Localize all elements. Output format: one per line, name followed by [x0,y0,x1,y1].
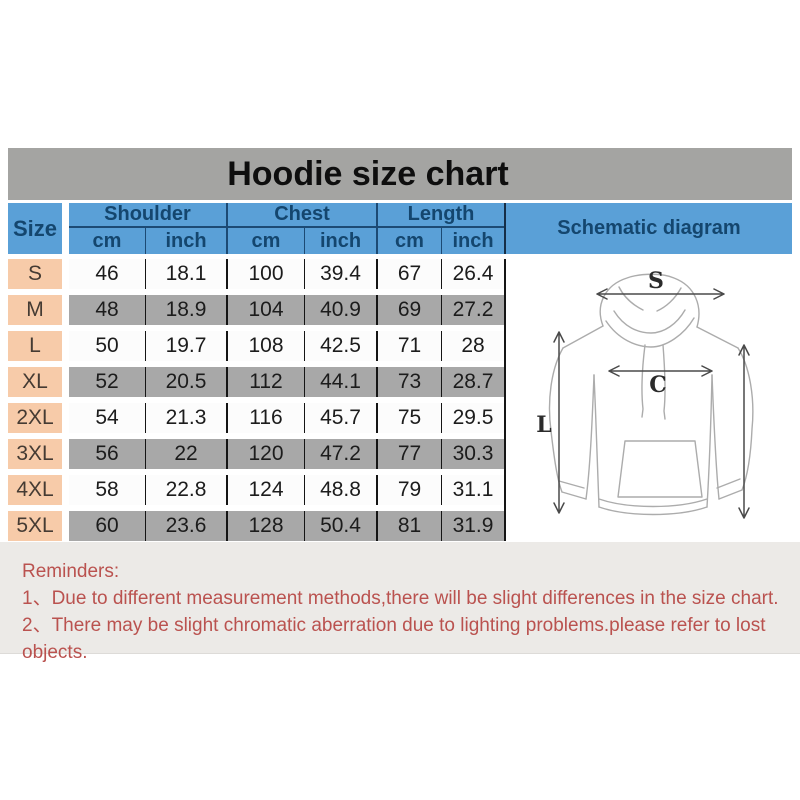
value-cell: 28.7 [441,367,504,397]
reminder-item: 2、There may be slight chromatic aberrati… [22,615,766,663]
header-shoulder-cm: cm [69,228,145,254]
value-cell: 104 [226,295,304,325]
value-cell: 31.9 [441,511,504,541]
value-cell: 120 [226,439,304,469]
value-cell: 112 [226,367,304,397]
value-cell: 67 [376,259,441,289]
table-row-l: L 50 19.7 108 42.5 71 28 [8,331,792,361]
size-label: 5XL [8,511,62,541]
table-body: S 46 18.1 100 39.4 67 26.4 M 48 18.9 104… [8,259,792,541]
value-cell: 50.4 [304,511,376,541]
header-size: Size [8,203,62,254]
value-cell: 48.8 [304,475,376,505]
header-shoulder: Shoulder [69,203,226,228]
value-cell: 124 [226,475,304,505]
value-cell: 31.1 [441,475,504,505]
value-cell: 20.5 [145,367,226,397]
header-shoulder-inch: inch [145,228,226,254]
value-cell: 69 [376,295,441,325]
value-cell: 56 [69,439,145,469]
value-cell: 79 [376,475,441,505]
header-chest: Chest [226,203,376,228]
value-cell: 30.3 [441,439,504,469]
value-cell: 58 [69,475,145,505]
value-cell: 23.6 [145,511,226,541]
title-bar: Hoodie size chart [8,148,792,200]
value-cell: 39.4 [304,259,376,289]
header-chest-inch: inch [304,228,376,254]
value-cell: 27.2 [441,295,504,325]
value-cell: 77 [376,439,441,469]
size-label: XL [8,367,62,397]
value-cell: 116 [226,403,304,433]
value-cell: 26.4 [441,259,504,289]
size-label: 4XL [8,475,62,505]
shoulder-measure-label: S [648,268,664,294]
value-cell: 100 [226,259,304,289]
value-cell: 40.9 [304,295,376,325]
page-title: Hoodie size chart [227,154,509,193]
size-label: M [8,295,62,325]
reminders-section: Reminders: 1、Due to different measuremen… [0,542,800,663]
table-row-2xl: 2XL 54 21.3 116 45.7 75 29.5 [8,403,792,433]
size-chart: Hoodie size chart Size Shoulder Chest Le… [8,148,792,541]
value-cell: 28 [441,331,504,361]
value-cell: 52 [69,367,145,397]
table-row-3xl: 3XL 56 22 120 47.2 77 30.3 [8,439,792,469]
reminders-heading: Reminders: [22,561,120,582]
size-label: L [8,331,62,361]
measurement-arrows [553,288,750,519]
length-measure-label: L [536,412,551,438]
table-header: Size Shoulder Chest Length cm inch cm in… [8,203,792,254]
value-cell: 48 [69,295,145,325]
header-length-inch: inch [441,228,504,254]
value-cell: 18.1 [145,259,226,289]
value-cell: 44.1 [304,367,376,397]
schematic-diagram-cell: S C L [504,259,792,541]
value-cell: 75 [376,403,441,433]
value-cell: 18.9 [145,295,226,325]
header-length: Length [376,203,504,228]
value-cell: 50 [69,331,145,361]
size-label: 2XL [8,403,62,433]
reminder-item: 1、Due to different measurement methods,t… [22,588,779,609]
value-cell: 54 [69,403,145,433]
value-cell: 45.7 [304,403,376,433]
value-cell: 47.2 [304,439,376,469]
table-row-s: S 46 18.1 100 39.4 67 26.4 [8,259,792,289]
value-cell: 60 [69,511,145,541]
table-row-5xl: 5XL 60 23.6 128 50.4 81 31.9 [8,511,792,541]
value-cell: 42.5 [304,331,376,361]
value-cell: 22.8 [145,475,226,505]
value-cell: 21.3 [145,403,226,433]
size-label: S [8,259,62,289]
header-chest-cm: cm [226,228,304,254]
header-length-cm: cm [376,228,441,254]
hoodie-diagram: S C L [536,268,754,519]
value-cell: 128 [226,511,304,541]
value-cell: 46 [69,259,145,289]
table-row-m: M 48 18.9 104 40.9 69 27.2 [8,295,792,325]
value-cell: 71 [376,331,441,361]
value-cell: 73 [376,367,441,397]
value-cell: 81 [376,511,441,541]
value-cell: 19.7 [145,331,226,361]
value-cell: 22 [145,439,226,469]
table-row-xl: XL 52 20.5 112 44.1 73 28.7 [8,367,792,397]
table-row-4xl: 4XL 58 22.8 124 48.8 79 31.1 [8,475,792,505]
size-label: 3XL [8,439,62,469]
chest-measure-label: C [649,372,667,398]
value-cell: 108 [226,331,304,361]
value-cell: 29.5 [441,403,504,433]
header-schematic-diagram: Schematic diagram [504,203,792,254]
